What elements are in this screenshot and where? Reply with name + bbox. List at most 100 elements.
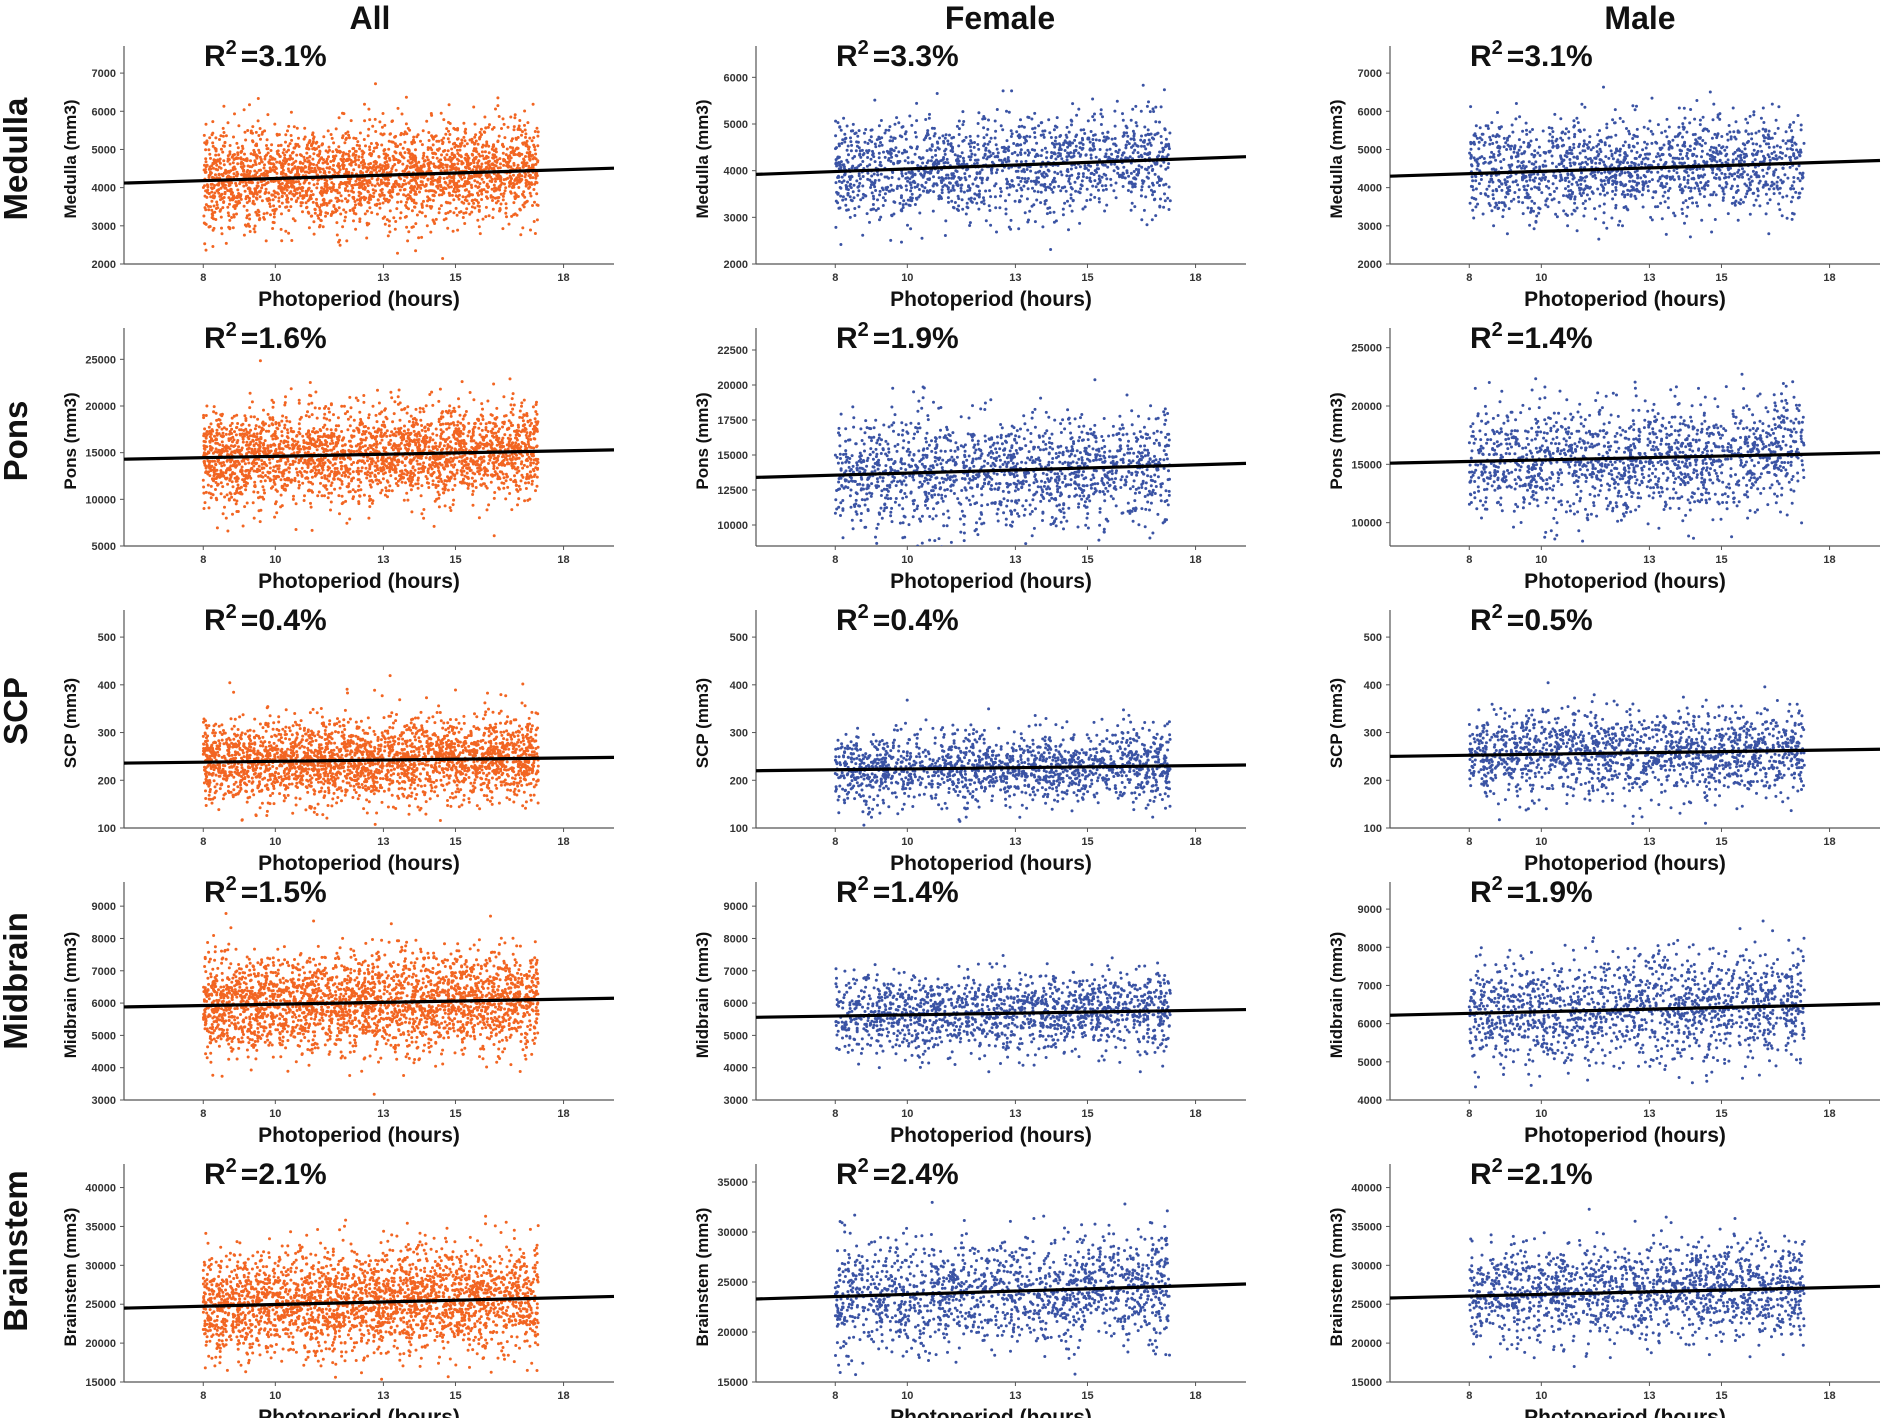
data-point: [253, 169, 257, 173]
data-point: [532, 136, 536, 140]
data-point: [1039, 165, 1043, 169]
data-point: [868, 138, 872, 142]
data-point: [1602, 179, 1606, 183]
data-point: [523, 109, 527, 113]
data-point: [968, 134, 972, 138]
data-point: [1521, 201, 1525, 205]
data-point: [223, 186, 227, 190]
column-header-all: All: [170, 0, 570, 37]
data-point: [423, 159, 427, 163]
data-point: [1685, 151, 1689, 155]
data-point: [344, 152, 348, 156]
data-point: [890, 155, 894, 159]
data-point: [1751, 153, 1755, 157]
data-point: [245, 214, 249, 218]
data-point: [228, 169, 232, 173]
data-point: [1094, 155, 1098, 159]
data-point: [372, 195, 376, 199]
data-point: [1043, 175, 1046, 179]
data-point: [435, 156, 439, 160]
data-point: [902, 199, 906, 203]
data-point: [373, 203, 377, 207]
data-point: [531, 204, 534, 207]
data-point: [413, 185, 416, 189]
data-point: [1032, 203, 1036, 207]
data-point: [1781, 195, 1785, 199]
data-point: [985, 133, 989, 137]
data-point: [248, 191, 252, 195]
data-point: [1065, 125, 1069, 129]
data-point: [875, 138, 879, 142]
data-point: [1077, 190, 1081, 194]
data-point: [298, 161, 302, 165]
data-point: [380, 191, 384, 195]
data-point: [445, 165, 449, 169]
data-point: [406, 239, 410, 243]
data-point: [519, 233, 523, 237]
data-point: [358, 217, 362, 221]
data-point: [1004, 199, 1007, 203]
data-point: [232, 194, 236, 198]
data-point: [1698, 123, 1702, 127]
data-point: [221, 197, 224, 200]
data-point: [289, 181, 293, 185]
data-point: [501, 194, 505, 198]
data-point: [1033, 220, 1037, 224]
data-point: [433, 178, 437, 182]
data-point: [1729, 137, 1733, 141]
data-point: [413, 205, 416, 209]
data-point: [1603, 170, 1607, 174]
data-point: [470, 205, 474, 209]
data-point: [1043, 182, 1047, 186]
data-point: [427, 139, 431, 142]
data-point: [465, 182, 469, 186]
data-point: [457, 185, 461, 189]
data-point: [906, 161, 910, 165]
data-point: [1044, 188, 1048, 192]
data-point: [360, 155, 364, 159]
data-point: [255, 212, 259, 216]
data-point: [263, 183, 267, 187]
data-point: [1487, 184, 1491, 188]
data-point: [425, 119, 429, 123]
data-point: [344, 159, 348, 163]
data-point: [204, 189, 208, 193]
data-point: [496, 96, 500, 100]
data-point: [420, 211, 424, 215]
data-point: [536, 134, 540, 138]
data-point: [879, 119, 883, 122]
data-point: [237, 192, 241, 196]
data-point: [464, 195, 468, 199]
data-point: [284, 133, 288, 137]
data-point: [904, 172, 908, 176]
data-point: [1643, 152, 1647, 156]
data-point: [214, 167, 218, 171]
data-point: [1772, 192, 1776, 196]
data-point: [1632, 188, 1636, 192]
data-point: [1019, 143, 1023, 147]
data-point: [484, 205, 488, 209]
data-point: [1103, 209, 1107, 213]
data-point: [915, 119, 919, 123]
data-point: [1074, 166, 1078, 170]
data-point: [880, 143, 884, 147]
data-point: [1145, 104, 1149, 108]
data-point: [226, 189, 230, 192]
data-point: [385, 218, 389, 222]
data-point: [975, 158, 979, 162]
data-point: [1023, 141, 1027, 145]
data-point: [505, 215, 508, 219]
data-point: [383, 123, 387, 127]
data-point: [1644, 146, 1648, 150]
data-point: [1058, 143, 1062, 147]
data-point: [416, 184, 420, 187]
data-point: [1146, 128, 1150, 132]
data-point: [1798, 171, 1802, 175]
y-tick-label: 7000: [92, 68, 116, 80]
data-point: [330, 181, 334, 185]
data-point: [240, 160, 244, 164]
data-point: [843, 140, 847, 144]
data-point: [856, 134, 860, 138]
data-point: [284, 229, 288, 233]
data-point: [1106, 165, 1110, 169]
